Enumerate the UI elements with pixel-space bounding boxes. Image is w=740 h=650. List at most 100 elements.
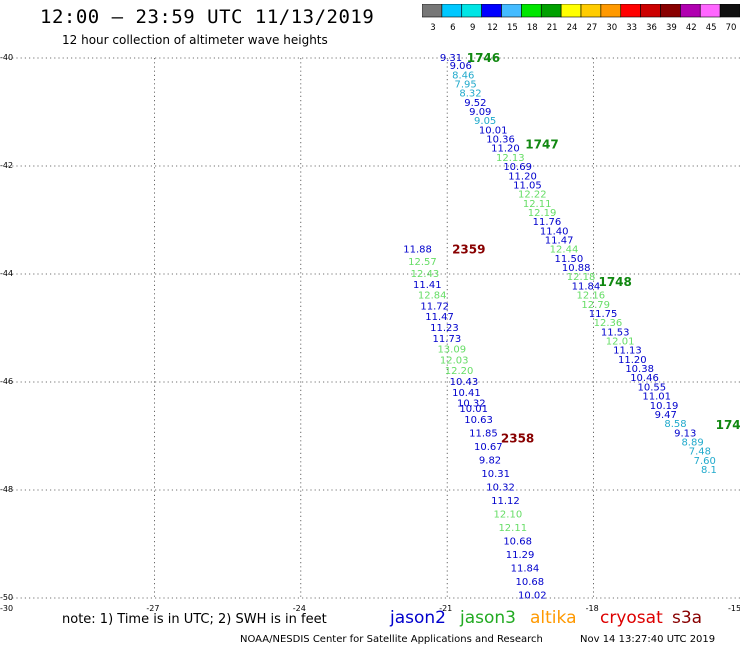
swh-value-label: 8.32 [459,89,481,100]
swh-value-label: 12.19 [528,208,557,219]
swh-value-label: 10.32 [457,399,486,410]
swh-value-label: 9.31 [440,53,462,64]
swh-value-label: 11.23 [430,323,459,334]
swh-value-label: 10.02 [518,590,547,601]
colorbar-label: 45 [706,23,717,33]
swh-value-label: 12.03 [440,355,469,366]
pass-time-label: 2359 [452,243,485,257]
swh-value-label: 10.32 [486,482,515,493]
colorbar-label: 24 [567,23,578,33]
swh-value-label: 10.55 [638,382,667,393]
y-tick-label: -50 [0,593,13,602]
colorbar-label: 3 [430,23,435,33]
swh-value-label: 12.20 [445,366,474,377]
swh-value-label: 11.01 [642,392,671,403]
y-tick-label: -42 [0,161,13,170]
swh-value-label: 11.20 [508,171,537,182]
swh-value-label: 10.68 [516,577,545,588]
colorbar-label: 6 [450,23,455,33]
swh-value-label: 11.40 [540,226,569,237]
swh-value-label: 9.13 [674,428,696,439]
x-tick-label: -18 [586,604,599,613]
swh-value-label: 9.05 [474,116,496,127]
legend-altika: altika [530,608,577,628]
legend-s3a: s3a [672,608,703,628]
swh-value-label: 10.67 [474,442,503,453]
colorbar-label: 70 [726,23,737,33]
swh-value-label: 11.13 [613,346,642,357]
swh-value-label: 10.68 [503,536,532,547]
x-tick-label: -24 [293,604,306,613]
chart-title: 12:00 – 23:59 UTC 11/13/2019 [40,6,375,28]
swh-value-label: 11.88 [403,245,432,256]
colorbar-label: 27 [587,23,598,33]
colorbar-label: 30 [606,23,617,33]
swh-value-label: 11.47 [425,312,454,323]
swh-value-label: 8.89 [681,437,703,448]
swh-value-label: 8.58 [664,419,686,430]
swh-value-label: 11.85 [469,428,498,439]
x-tick-label: -27 [146,604,159,613]
pass-time-label: 1749 [716,418,740,432]
y-tick-label: -48 [0,485,13,494]
swh-value-label: 10.01 [479,125,508,136]
pass-time-label: 2358 [501,432,534,446]
colorbar-swatch [719,4,740,18]
swh-value-label: 10.19 [650,401,679,412]
swh-value-label: 10.43 [450,377,479,388]
units-note: note: 1) Time is in UTC; 2) SWH is in fe… [62,612,327,627]
swh-value-label: 11.73 [433,334,462,345]
swh-value-label: 11.05 [513,180,542,191]
colorbar-label: 42 [686,23,697,33]
swh-value-label: 10.41 [452,388,481,399]
swh-value-label: 10.01 [459,404,488,415]
swh-value-label: 10.88 [562,263,591,274]
swh-value-label: 8.1 [701,465,717,476]
colorbar-label: 21 [547,23,558,33]
swh-value-label: 11.41 [413,280,442,291]
swh-value-label: 8.46 [452,70,474,81]
swh-value-label: 9.52 [464,98,486,109]
swh-value-label: 10.69 [503,162,532,173]
swh-value-label: 12.16 [577,291,606,302]
colorbar-label: 18 [527,23,538,33]
legend-jason3: jason3 [460,608,516,628]
swh-value-label: 11.53 [601,327,630,338]
pass-time-label: 1748 [598,275,631,289]
swh-value-label: 9.09 [469,107,491,118]
colorbar-label: 36 [646,23,657,33]
y-tick-label: -44 [0,269,13,278]
swh-value-label: 11.29 [506,550,535,561]
legend-cryosat: cryosat [600,608,663,628]
colorbar-label: 33 [626,23,637,33]
swh-value-label: 10.38 [625,364,654,375]
swh-value-label: 12.44 [550,245,579,256]
colorbar-label: 15 [507,23,518,33]
pass-time-label: 1747 [525,137,558,151]
x-tick-label: -30 [0,604,13,613]
swh-value-label: 10.46 [630,373,659,384]
swh-value-label: 12.79 [581,300,610,311]
swh-value-label: 12.84 [418,291,447,302]
swh-value-label: 11.20 [491,144,520,155]
colorbar-label: 12 [487,23,498,33]
swh-value-label: 13.09 [437,345,466,356]
colorbar-label: 39 [666,23,677,33]
chart-subtitle: 12 hour collection of altimeter wave hei… [62,33,328,47]
swh-value-label: 11.72 [420,301,449,312]
swh-value-label: 7.48 [689,447,711,458]
y-tick-label: -46 [0,377,13,386]
swh-value-label: 10.36 [486,135,515,146]
swh-value-label: 9.82 [479,455,501,466]
swh-value-label: 10.31 [481,469,510,480]
swh-value-label: 12.43 [411,269,440,280]
swh-value-label: 12.11 [498,523,527,534]
swh-value-label: 12.01 [606,337,635,348]
swh-value-label: 11.50 [555,254,584,265]
legend-jason2: jason2 [390,608,446,628]
swh-value-label: 12.22 [518,190,547,201]
swh-value-label: 11.47 [545,236,574,247]
